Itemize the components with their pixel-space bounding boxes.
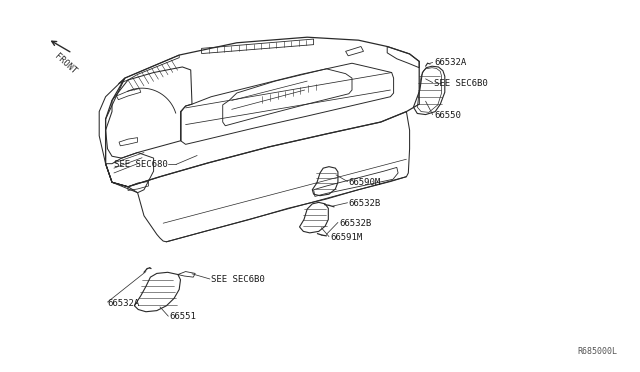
Text: SEE SEC6B0: SEE SEC6B0 bbox=[434, 79, 488, 88]
Text: SEE SEC680: SEE SEC680 bbox=[114, 160, 168, 169]
Text: 66532B: 66532B bbox=[339, 219, 371, 228]
Text: 66532A: 66532A bbox=[434, 58, 466, 67]
Text: 66532B: 66532B bbox=[349, 199, 381, 208]
Text: 66591M: 66591M bbox=[330, 233, 362, 242]
Text: 66550: 66550 bbox=[434, 111, 461, 120]
Text: 66551: 66551 bbox=[170, 312, 196, 321]
Text: R685000L: R685000L bbox=[578, 347, 618, 356]
Text: SEE SEC6B0: SEE SEC6B0 bbox=[211, 275, 265, 284]
Text: 66590M: 66590M bbox=[349, 178, 381, 187]
Text: 66532A: 66532A bbox=[108, 299, 140, 308]
Text: FRONT: FRONT bbox=[52, 51, 78, 76]
